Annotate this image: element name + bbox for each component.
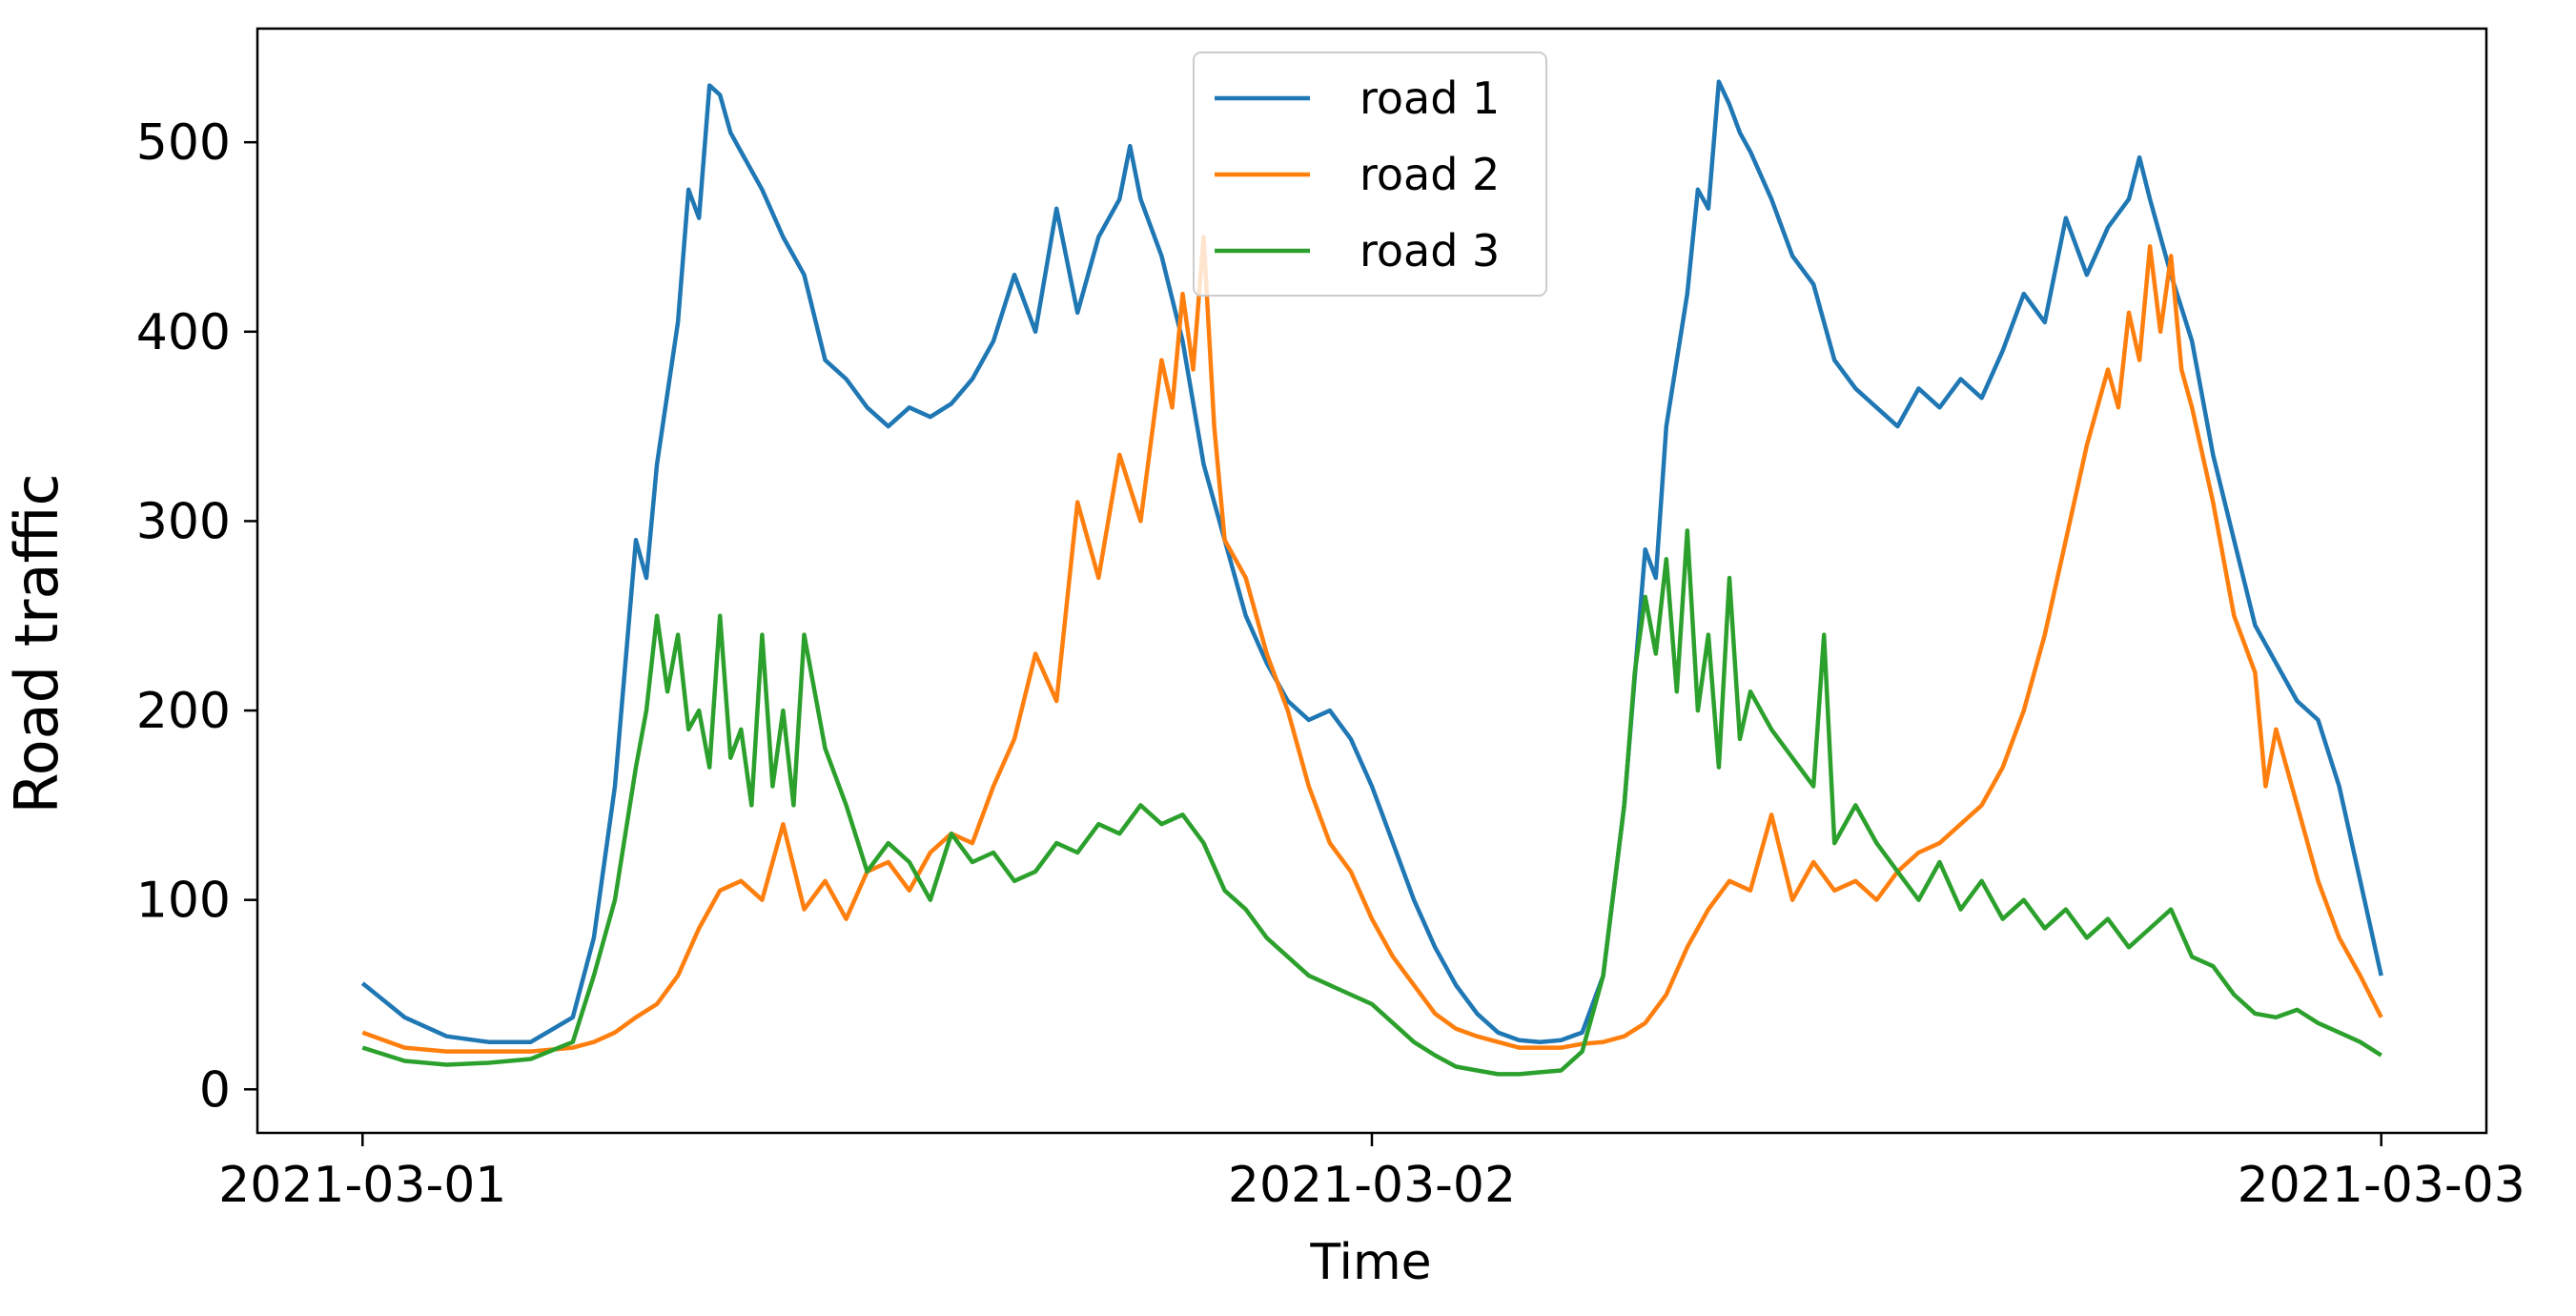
legend-label: road 2 xyxy=(1360,149,1500,200)
series-line-road-1 xyxy=(360,79,2383,1044)
y-tick-label: 500 xyxy=(136,114,231,172)
y-tick-label: 0 xyxy=(199,1061,231,1119)
legend-label: road 1 xyxy=(1360,72,1500,124)
axis-layer: 2021-03-01 2021-03-02 2021-03-03 0 100 200 300… xyxy=(136,114,2525,1214)
plot-frame xyxy=(256,27,2488,1135)
y-tick-label: 200 xyxy=(136,683,231,740)
series-line-road-2 xyxy=(361,235,2383,1054)
series-line-road-3 xyxy=(361,528,2382,1077)
y-tick-label: 100 xyxy=(136,873,231,930)
legend: road 1 road 2 road 3 xyxy=(1193,51,1547,297)
y-tick-label: 300 xyxy=(136,493,231,550)
legend-box xyxy=(1193,51,1547,297)
x-tick-label: 2021-03-01 xyxy=(218,1157,506,1214)
series-layer xyxy=(360,79,2383,1077)
x-axis-title: Time xyxy=(1309,1234,1431,1291)
legend-label: road 3 xyxy=(1360,225,1500,277)
y-axis-title: Road traffic xyxy=(2,473,72,813)
x-tick-label: 2021-03-03 xyxy=(2238,1157,2525,1214)
x-tick-label: 2021-03-02 xyxy=(1228,1157,1516,1214)
y-tick-label: 400 xyxy=(136,304,231,361)
